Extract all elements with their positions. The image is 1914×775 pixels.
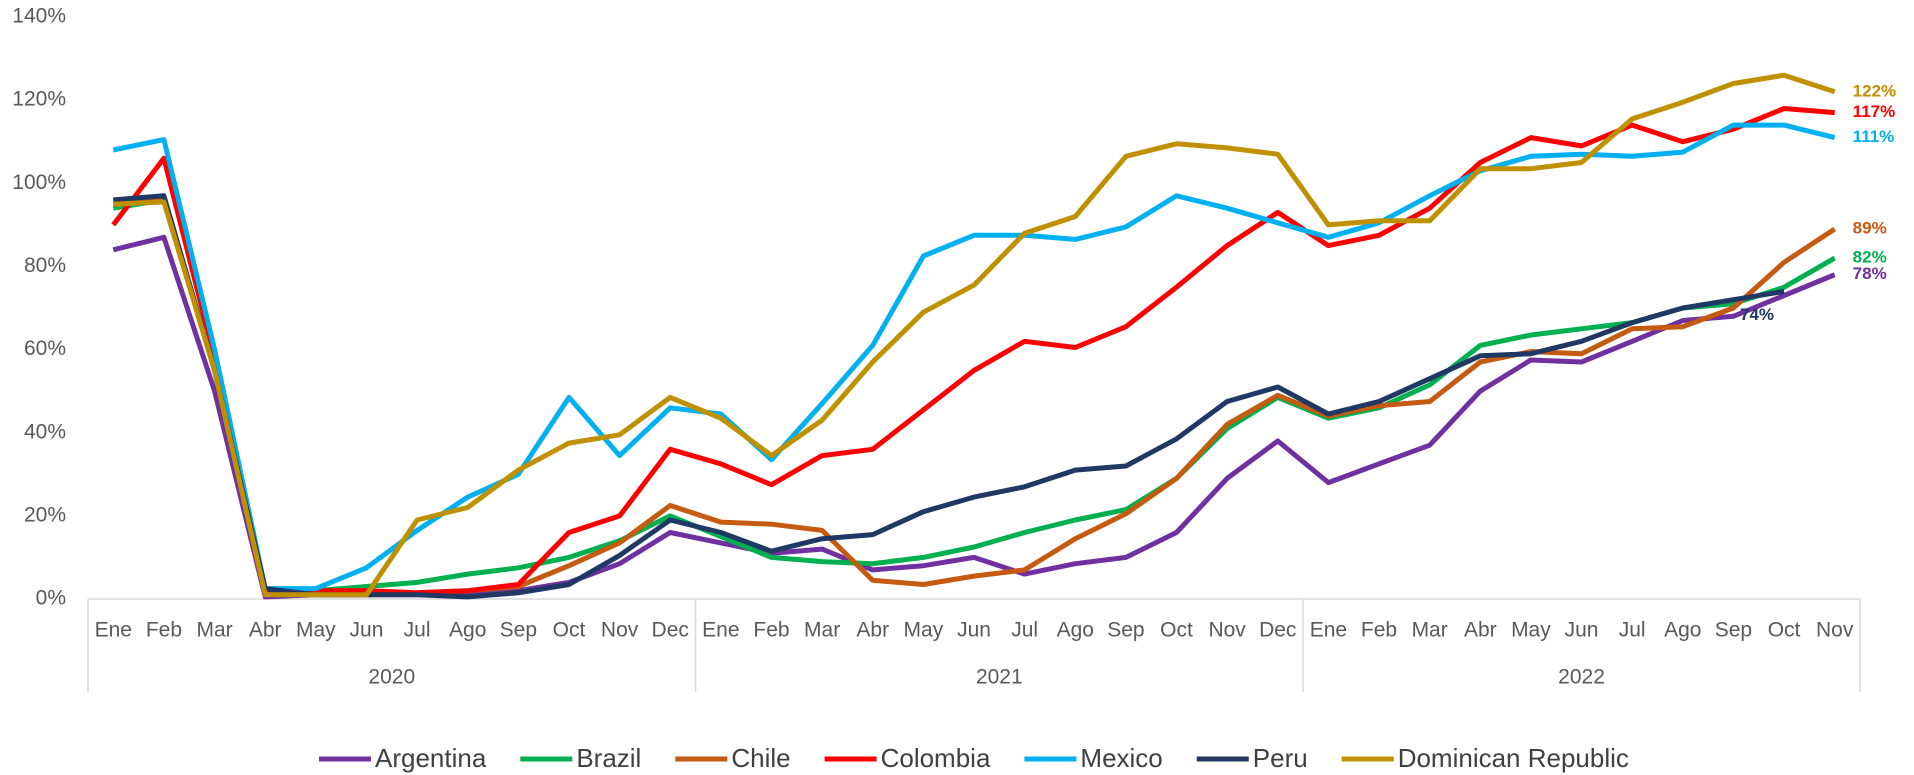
x-tick-label: Jun (1565, 619, 1599, 642)
y-tick-label: 60% (24, 337, 66, 360)
legend-label: Chile (731, 743, 790, 773)
x-tick-label: Oct (553, 619, 586, 642)
x-tick-label: Abr (249, 619, 282, 642)
x-tick-label: Feb (146, 619, 182, 642)
x-tick-label: Jun (350, 619, 384, 642)
x-tick-label: Sep (500, 619, 537, 642)
data-label: 117% (1853, 102, 1896, 121)
y-tick-label: 100% (12, 171, 66, 194)
data-label: 89% (1853, 218, 1887, 237)
data-label: 82% (1853, 248, 1887, 267)
x-tick-label: Nov (601, 619, 639, 642)
x-tick-label: Jul (1619, 619, 1646, 642)
series-line (112, 197, 1836, 594)
x-tick-label: Ago (1664, 619, 1701, 642)
series-line (113, 197, 1837, 596)
x-tick-label: Feb (753, 619, 789, 642)
x-tick-label: Jun (957, 619, 991, 642)
x-tick-label: Mar (804, 619, 840, 642)
legend-label: Peru (1253, 743, 1308, 773)
x-tick-label: Ago (1057, 619, 1094, 642)
x-tick-label: Feb (1361, 619, 1397, 642)
x-tick-label: Ago (449, 619, 486, 642)
y-tick-label: 140% (12, 5, 66, 28)
x-tick-label: Dec (652, 619, 689, 642)
x-tick-label: Dec (1259, 619, 1296, 642)
data-label: 122% (1853, 81, 1896, 100)
series-line (112, 234, 1836, 600)
x-tick-label: May (904, 619, 944, 642)
x-tick-label: May (296, 619, 336, 642)
legend-label: Dominican Republic (1398, 743, 1629, 773)
x-tick-label: Nov (1816, 619, 1854, 642)
x-tick-label: Mar (196, 619, 232, 642)
series-line (111, 106, 1835, 596)
x-tick-label: Oct (1768, 619, 1801, 642)
series-line (113, 193, 1785, 600)
x-tick-label: Ene (1310, 619, 1347, 642)
y-tick-label: 120% (12, 88, 66, 111)
legend-label: Colombia (881, 743, 991, 773)
x-tick-label: Sep (1715, 619, 1752, 642)
x-tick-label: Oct (1160, 619, 1193, 642)
x-tick-label: May (1511, 619, 1551, 642)
data-label: 111% (1853, 127, 1895, 146)
x-tick-label: Abr (856, 619, 889, 642)
x-tick-label: Jul (404, 619, 431, 642)
data-label: 74% (1740, 305, 1774, 324)
data-label: 78% (1853, 264, 1887, 283)
x-tick-label: Sep (1107, 619, 1144, 642)
y-tick-label: 0% (36, 587, 66, 610)
legend-label: Mexico (1080, 743, 1162, 773)
series-line (113, 72, 1836, 598)
series-line (112, 122, 1836, 592)
y-tick-label: 20% (24, 503, 66, 526)
x-group-label: 2021 (976, 666, 1023, 689)
x-tick-label: Jul (1011, 619, 1038, 642)
legend-label: Argentina (375, 743, 487, 773)
x-tick-label: Abr (1464, 619, 1497, 642)
x-tick-label: Nov (1208, 619, 1246, 642)
legend-label: Brazil (576, 743, 641, 773)
legend: Argentina Brazil Chile Colombia Mexico Peru Do… (319, 743, 1629, 773)
x-group-label: 2020 (368, 666, 415, 689)
x-tick-label: Ene (95, 619, 132, 642)
x-tick-label: Ene (702, 619, 739, 642)
x-tick-label: Mar (1412, 619, 1448, 642)
y-tick-label: 80% (24, 254, 66, 277)
x-group-label: 2022 (1558, 666, 1605, 689)
y-tick-label: 40% (24, 420, 66, 443)
